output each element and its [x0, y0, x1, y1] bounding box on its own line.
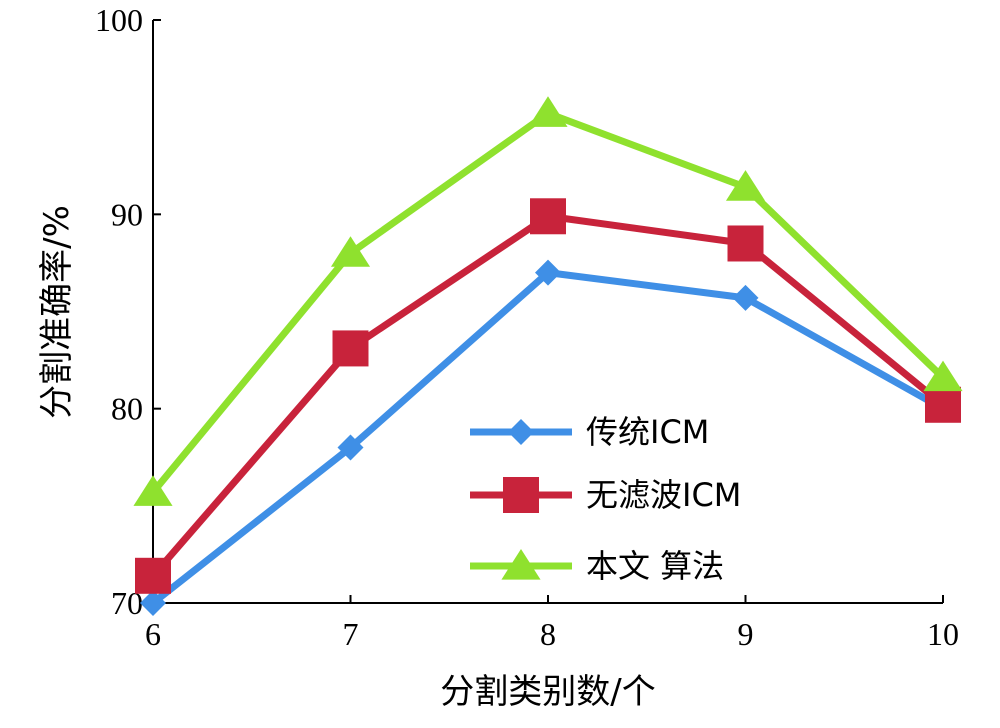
data-point-2-1 [330, 236, 371, 267]
legend: 传统ICM 无滤波ICM 本文 算法 [470, 413, 741, 585]
y-tick-label: 90 [111, 196, 143, 232]
legend-marker-2 [501, 549, 541, 580]
data-point-2-3 [725, 170, 766, 201]
x-tick-label: 6 [145, 616, 161, 652]
x-tick-label: 8 [540, 616, 556, 652]
data-point-2-4 [923, 360, 963, 392]
x-axis-title: 分割类别数/个 [440, 672, 655, 712]
legend-marker-0 [508, 419, 534, 445]
data-point-0-2 [535, 259, 561, 286]
series-lines [150, 109, 946, 606]
data-point-1-4 [925, 386, 961, 423]
legend-label-1: 无滤波ICM [586, 476, 741, 514]
x-tick-label: 9 [738, 616, 754, 652]
data-point-1-1 [332, 330, 369, 367]
data-point-0-0 [140, 590, 166, 616]
data-point-0-3 [732, 284, 759, 311]
data-point-2-0 [133, 475, 173, 506]
data-point-2-2 [528, 96, 568, 127]
x-tick-label: 7 [343, 616, 359, 652]
series-markers [133, 96, 963, 616]
legend-label-2: 本文 算法 [586, 547, 724, 585]
legend-label-0: 传统ICM [586, 413, 709, 451]
y-tick-label: 80 [111, 391, 143, 427]
data-point-1-0 [135, 557, 171, 594]
y-axis-title: 分割准确率/% [37, 205, 77, 419]
legend-marker-1 [503, 477, 539, 513]
data-point-1-3 [727, 225, 764, 262]
y-tick-label: 100 [95, 2, 143, 38]
data-point-1-2 [530, 198, 566, 235]
x-tick-label: 10 [927, 616, 959, 652]
data-point-0-1 [337, 434, 364, 461]
